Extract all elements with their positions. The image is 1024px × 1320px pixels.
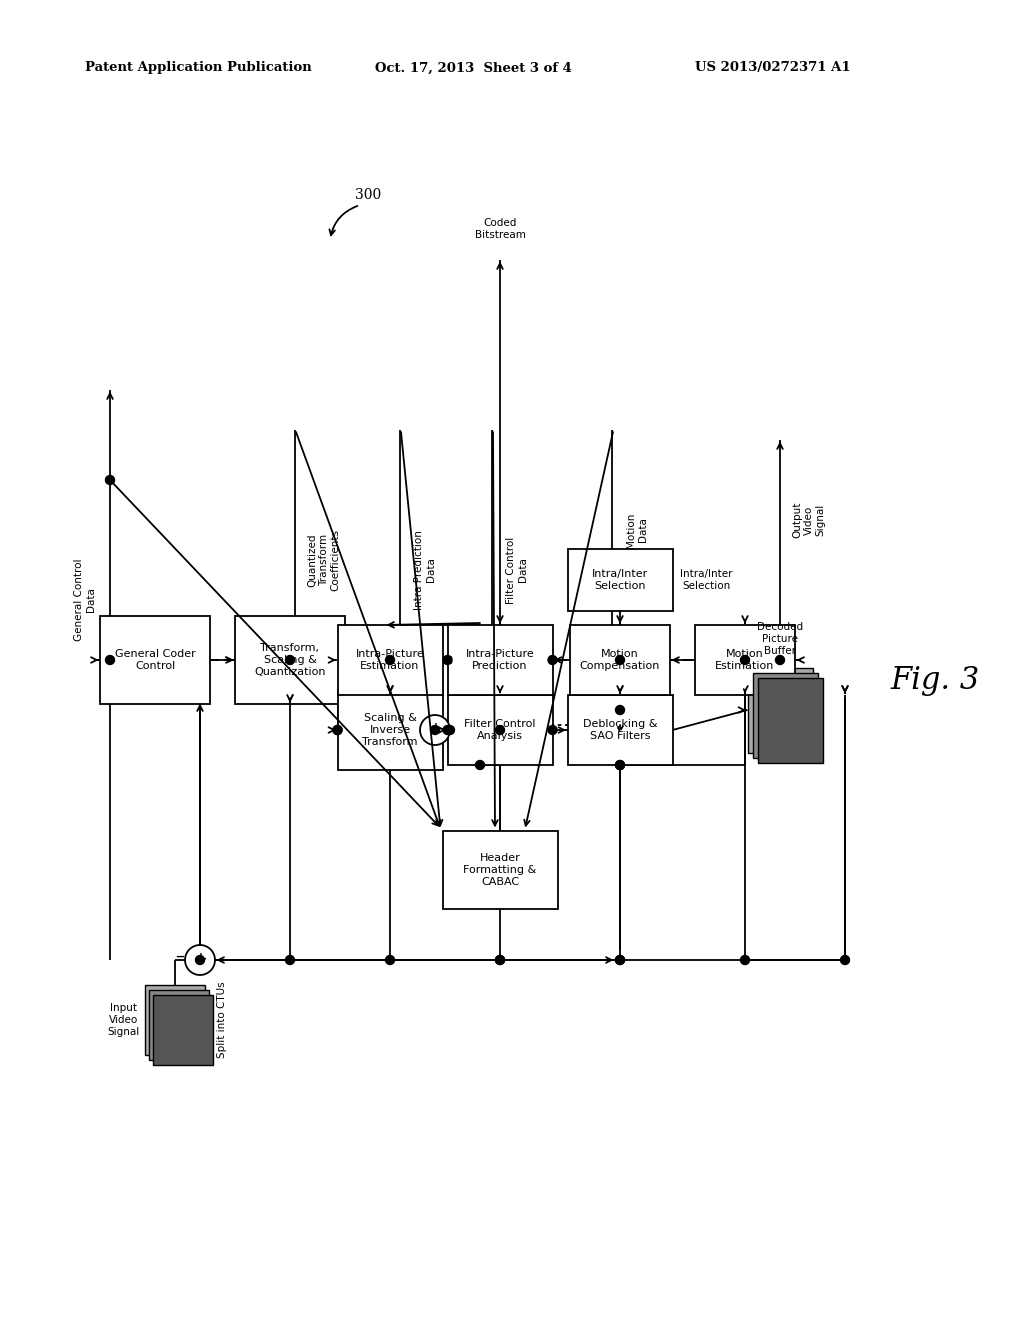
Text: Fig. 3: Fig. 3	[890, 664, 979, 696]
Text: Deblocking &
SAO Filters: Deblocking & SAO Filters	[583, 719, 657, 741]
Text: 300: 300	[355, 187, 381, 202]
Bar	[447, 624, 553, 696]
Text: Split into CTUs: Split into CTUs	[217, 982, 227, 1059]
Bar	[748, 668, 812, 752]
Circle shape	[196, 956, 205, 965]
Bar	[570, 624, 670, 696]
Text: Input
Video
Signal: Input Video Signal	[108, 1003, 140, 1036]
Circle shape	[333, 726, 342, 734]
Text: Quantized
Transform
Coefficients: Quantized Transform Coefficients	[307, 529, 340, 591]
Circle shape	[105, 475, 115, 484]
Bar	[758, 677, 822, 763]
Circle shape	[286, 956, 295, 965]
Circle shape	[615, 956, 625, 965]
Text: Motion
Compensation: Motion Compensation	[580, 649, 660, 671]
Circle shape	[775, 656, 784, 664]
Text: General Coder
Control: General Coder Control	[115, 649, 196, 671]
Circle shape	[385, 656, 394, 664]
Circle shape	[443, 726, 452, 734]
Text: Motion
Estimation: Motion Estimation	[716, 649, 775, 671]
Circle shape	[548, 656, 557, 664]
Bar	[234, 616, 345, 704]
Text: Transform,
Scaling &
Quantization: Transform, Scaling & Quantization	[254, 643, 326, 677]
Text: +: +	[194, 950, 207, 968]
Text: Filter Control
Data: Filter Control Data	[506, 536, 527, 603]
Text: Filter Control
Analysis: Filter Control Analysis	[464, 719, 536, 741]
Bar	[447, 696, 553, 766]
Bar	[567, 549, 673, 611]
Text: Output
Video
Signal: Output Video Signal	[792, 502, 825, 539]
Text: General Control
Data: General Control Data	[75, 558, 96, 642]
Circle shape	[496, 956, 505, 965]
Text: Decoded
Picture
Buffer: Decoded Picture Buffer	[757, 622, 803, 656]
Circle shape	[615, 705, 625, 714]
Text: Intra-Picture
Estimation: Intra-Picture Estimation	[355, 649, 424, 671]
Text: Patent Application Publication: Patent Application Publication	[85, 62, 311, 74]
Bar	[100, 616, 210, 704]
Text: Header
Formatting &
CABAC: Header Formatting & CABAC	[464, 854, 537, 887]
Circle shape	[615, 656, 625, 664]
Text: –: –	[175, 946, 184, 965]
Circle shape	[740, 656, 750, 664]
Text: Intra/Inter
Selection: Intra/Inter Selection	[680, 569, 732, 591]
Circle shape	[443, 656, 452, 664]
Circle shape	[430, 726, 439, 734]
Circle shape	[105, 656, 115, 664]
Bar	[338, 690, 442, 770]
Circle shape	[615, 760, 625, 770]
Bar	[567, 696, 673, 766]
Circle shape	[286, 656, 295, 664]
Text: Intra/Inter
Selection: Intra/Inter Selection	[592, 569, 648, 591]
Circle shape	[445, 726, 455, 734]
Circle shape	[615, 760, 625, 770]
Circle shape	[841, 956, 850, 965]
Circle shape	[496, 956, 505, 965]
Text: Scaling &
Inverse
Transform: Scaling & Inverse Transform	[362, 713, 418, 747]
Bar	[695, 624, 795, 696]
Circle shape	[740, 956, 750, 965]
Bar	[442, 832, 557, 909]
Circle shape	[333, 726, 342, 734]
Bar	[145, 985, 205, 1055]
Bar	[753, 672, 817, 758]
Text: US 2013/0272371 A1: US 2013/0272371 A1	[695, 62, 851, 74]
Bar	[150, 990, 209, 1060]
Circle shape	[615, 956, 625, 965]
Text: Intra-Picture
Prediction: Intra-Picture Prediction	[466, 649, 535, 671]
Circle shape	[475, 760, 484, 770]
Text: Motion
Data: Motion Data	[626, 512, 647, 548]
Circle shape	[385, 956, 394, 965]
Text: Oct. 17, 2013  Sheet 3 of 4: Oct. 17, 2013 Sheet 3 of 4	[375, 62, 571, 74]
Circle shape	[420, 715, 450, 744]
Circle shape	[496, 726, 505, 734]
Text: Intra Prediction
Data: Intra Prediction Data	[414, 531, 435, 610]
Bar	[338, 624, 442, 696]
Text: Coded
Bitstream: Coded Bitstream	[474, 218, 525, 240]
Bar	[153, 995, 213, 1065]
Circle shape	[185, 945, 215, 975]
Circle shape	[548, 726, 557, 734]
Text: +: +	[428, 719, 442, 738]
